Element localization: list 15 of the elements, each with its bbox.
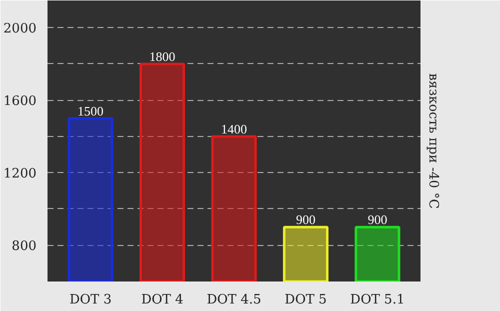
- y-tick-label: 1200: [3, 166, 37, 182]
- x-tick-label: DOT 3: [69, 292, 112, 308]
- data-label: 900: [296, 212, 316, 228]
- x-tick-label: DOT 5.1: [350, 292, 405, 308]
- data-label: 900: [368, 212, 388, 228]
- y-tick-label: 800: [12, 239, 37, 254]
- y-tick-label: 1600: [3, 94, 37, 110]
- y-tick-label: 2000: [3, 22, 37, 37]
- x-tick-label: DOT 4.5: [206, 292, 262, 308]
- data-label: 1400: [221, 121, 247, 136]
- data-label: 1800: [149, 48, 176, 64]
- x-tick-label: DOT 4: [141, 292, 184, 308]
- x-tick-label: DOT 5: [284, 292, 327, 308]
- y-axis-title: вязкость при -40 °C: [426, 73, 440, 209]
- data-label: 1500: [78, 103, 104, 118]
